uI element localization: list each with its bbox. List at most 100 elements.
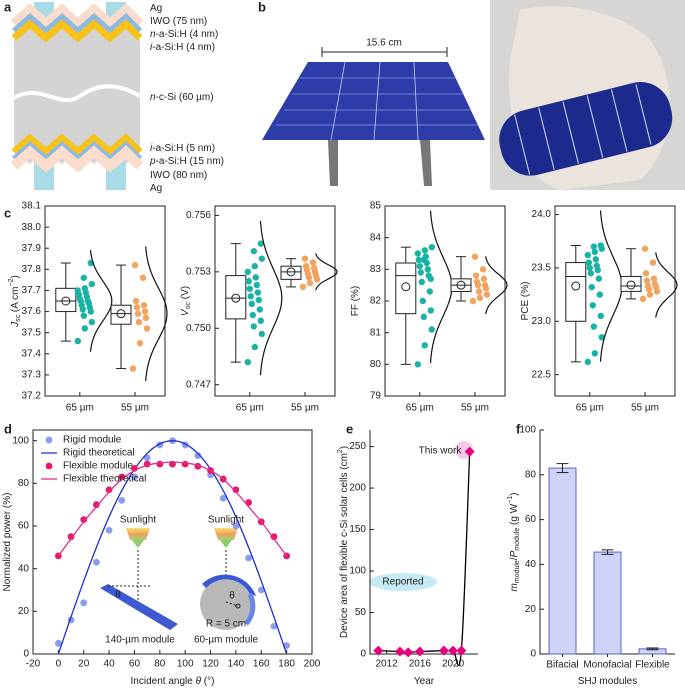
- data-point: [414, 646, 425, 657]
- data-point: [596, 291, 603, 298]
- data-point: [593, 262, 600, 269]
- data-point: [118, 497, 126, 504]
- data-point: [414, 250, 421, 257]
- data-point: [427, 307, 434, 314]
- y-tick-label: 20: [525, 604, 537, 615]
- label-part: Device area of flexible c-Si solar cells…: [339, 453, 350, 638]
- legend-swatch: [45, 436, 53, 444]
- x-tick-label: 2012: [375, 659, 398, 670]
- data-point: [642, 270, 650, 277]
- y-tick-label: 37.3: [22, 370, 42, 381]
- data-point: [589, 302, 596, 309]
- label-part: θ: [196, 676, 202, 687]
- x-tick-label: 120: [202, 659, 219, 670]
- data-point: [270, 622, 278, 630]
- annotation: Sunlight: [208, 515, 244, 526]
- data-point: [310, 264, 318, 272]
- label-part: ): [339, 446, 350, 449]
- data-point: [309, 259, 317, 266]
- y-tick-label: 80: [18, 478, 30, 489]
- data-point: [417, 269, 424, 276]
- data-point: [428, 326, 435, 333]
- y-tick-label: 82: [370, 296, 382, 307]
- data-point: [93, 558, 100, 566]
- y-tick-label: 100: [519, 425, 536, 436]
- bar: [593, 551, 622, 655]
- x-tick-label: 0: [56, 659, 62, 670]
- series-line: [378, 451, 471, 667]
- dimension-label: 15.6 cm: [366, 38, 402, 49]
- plot-frame: [554, 205, 676, 397]
- data-point: [74, 337, 82, 345]
- data-point: [118, 473, 126, 481]
- mean: [626, 280, 636, 290]
- panel-letter: b: [258, 0, 266, 14]
- x-axis-label: SHJ modules: [578, 676, 637, 687]
- y-tick-label: 0.756: [186, 210, 211, 221]
- data-point: [245, 554, 252, 562]
- data-point: [419, 297, 426, 305]
- data-point: [250, 323, 257, 330]
- reported-region: [369, 573, 437, 591]
- distribution-curve: [429, 210, 453, 363]
- distribution-curve: [599, 210, 623, 362]
- annotation: θ: [115, 590, 121, 601]
- layer-label: Ag: [150, 183, 162, 194]
- data-point: [80, 599, 88, 607]
- data-point: [244, 358, 251, 366]
- x-tick-label: 65 µm: [66, 403, 94, 414]
- label-part: V: [180, 308, 191, 316]
- label-part: Year: [414, 676, 435, 687]
- data-point: [80, 274, 88, 281]
- y-tick-label: 0: [23, 649, 29, 660]
- data-point: [232, 522, 240, 530]
- label-part: Incident angle: [131, 676, 196, 687]
- mean: [231, 293, 241, 303]
- layer-label: Ag: [150, 3, 162, 14]
- data-point: [643, 277, 651, 284]
- label-part: SHJ modules: [578, 676, 637, 687]
- x-tick-label: 100: [177, 659, 194, 670]
- x-tick-label: Monofacial: [583, 660, 631, 671]
- label-part: −1: [507, 496, 514, 504]
- box: [280, 265, 302, 280]
- x-tick-label: 2016: [409, 659, 432, 670]
- legend-label: Rigid theoretical: [63, 448, 135, 459]
- panel-letter: a: [4, 0, 12, 14]
- annotation: Reported: [382, 577, 423, 588]
- y-tick-label: 80: [370, 359, 382, 370]
- y-tick-label: 80: [525, 469, 537, 480]
- label-part: -a-Si:H (15 nm): [156, 156, 224, 167]
- data-point: [414, 361, 421, 368]
- label-part: −2: [8, 278, 15, 286]
- label-part: FF (%): [350, 286, 361, 317]
- y-tick-label: 50: [355, 607, 367, 618]
- plot-frame: [32, 429, 313, 655]
- x-tick-label: 180: [278, 659, 295, 670]
- data-point: [143, 325, 151, 332]
- x-tick-label: 55 µm: [631, 403, 659, 414]
- data-point: [251, 262, 258, 270]
- data-point: [135, 318, 143, 326]
- data-point: [584, 251, 591, 259]
- data-point: [257, 240, 264, 247]
- x-tick-label: -20: [26, 659, 41, 670]
- y-tick-label: 79: [370, 391, 382, 402]
- y-tick-label: 37.4: [22, 348, 42, 359]
- data-point: [258, 255, 265, 262]
- data-point: [428, 243, 435, 251]
- data-point: [597, 242, 604, 249]
- data-point: [479, 266, 487, 273]
- label-part: -a-Si:H (5 nm): [152, 143, 215, 154]
- label-part: module: [514, 528, 521, 551]
- x-tick-label: 40: [104, 659, 116, 670]
- y-axis-label: Voc (V): [180, 286, 193, 316]
- data-point: [67, 533, 75, 541]
- data-point: [105, 486, 113, 494]
- data-point: [254, 289, 261, 296]
- y-tick-label: 83: [370, 264, 382, 275]
- data-point: [639, 295, 647, 303]
- layer-label: i-a-Si:H (5 nm): [150, 143, 215, 154]
- y-axis-label: Device area of flexible c-Si solar cells…: [337, 446, 349, 638]
- data-point: [140, 302, 148, 309]
